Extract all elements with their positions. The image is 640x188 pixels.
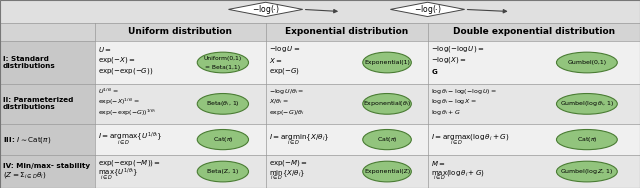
Text: $\exp(-M) =$: $\exp(-M) =$ [269,158,308,168]
Text: $I = \underset{i\in D}{\mathrm{argmin}}\{X/\theta_i\}$: $I = \underset{i\in D}{\mathrm{argmin}}\… [269,132,330,147]
Text: = Beta(1,1): = Beta(1,1) [205,64,241,70]
Text: $U^{1/\theta_i} =$: $U^{1/\theta_i} =$ [98,86,118,96]
Bar [0,124,640,155]
Ellipse shape [363,161,412,182]
Text: $I = \underset{i\in D}{\mathrm{argmax}}\{U^{1/\theta_i}\}$: $I = \underset{i\in D}{\mathrm{argmax}}\… [98,131,163,148]
Text: $\exp(-\exp(-G))$: $\exp(-\exp(-G))$ [98,66,153,76]
Text: $-\log U =$: $-\log U =$ [269,44,300,54]
Ellipse shape [197,161,248,182]
Text: Exponential($\theta_i$): Exponential($\theta_i$) [363,99,412,108]
Text: $\exp(-X)^{1/\theta_i} =$: $\exp(-X)^{1/\theta_i} =$ [98,97,140,107]
Ellipse shape [557,52,617,73]
Text: IV: Min/max- stability
$(Z = \Sigma_{i\in D}\theta_i)$: IV: Min/max- stability $(Z = \Sigma_{i\i… [3,163,90,180]
Text: $\exp(-G)/\theta_i$: $\exp(-G)/\theta_i$ [269,108,305,117]
Bar [0,84,95,124]
Bar [0,0,640,23]
Ellipse shape [363,93,412,114]
Text: Gumbel($\log\theta_i$, 1): Gumbel($\log\theta_i$, 1) [559,99,614,108]
Bar [0,155,95,188]
Text: Uniform(0,1): Uniform(0,1) [204,56,242,61]
Polygon shape [228,2,303,17]
Text: Beta($\theta_i$, 1): Beta($\theta_i$, 1) [206,99,240,108]
Text: $I = \underset{i\in D}{\mathrm{argmax}}(\log\theta_i + G)$: $I = \underset{i\in D}{\mathrm{argmax}}(… [431,132,509,147]
Text: $-\log U / \theta_i =$: $-\log U / \theta_i =$ [269,87,304,96]
Ellipse shape [363,52,412,73]
Text: $X =$: $X =$ [269,56,282,65]
Text: Exponential(1): Exponential(1) [364,60,410,65]
Ellipse shape [557,161,617,182]
Text: Cat($\pi$): Cat($\pi$) [212,135,233,144]
Text: Double exponential distribution: Double exponential distribution [452,27,615,36]
Text: $\log\theta_i - \log X =$: $\log\theta_i - \log X =$ [431,97,477,106]
Text: $-\log(\cdot)$: $-\log(\cdot)$ [413,3,442,16]
Text: $\underset{i\in D}{\min}\{X/\theta_i\}$: $\underset{i\in D}{\min}\{X/\theta_i\}$ [269,168,305,182]
Bar [0,84,640,124]
Ellipse shape [197,130,248,150]
Ellipse shape [363,130,412,150]
Text: $\exp(-X) =$: $\exp(-X) =$ [98,55,136,65]
Text: Beta(Z, 1): Beta(Z, 1) [207,169,239,174]
Ellipse shape [557,93,617,114]
Text: $U =$: $U =$ [98,45,111,54]
Polygon shape [390,2,465,17]
Ellipse shape [197,52,248,73]
Text: $\underset{i\in D}{\max}(\log\theta_i + G)$: $\underset{i\in D}{\max}(\log\theta_i + … [431,168,484,182]
Bar [0,41,95,84]
Text: $\exp(-\exp(-G))^{1/\theta_i}$: $\exp(-\exp(-G))^{1/\theta_i}$ [98,107,156,118]
Text: $X/\theta_i =$: $X/\theta_i =$ [269,97,289,106]
Text: II: Parameterized
distributions: II: Parameterized distributions [3,97,73,110]
Text: I: Standard
distributions: I: Standard distributions [3,56,55,69]
Ellipse shape [197,93,248,114]
Text: Uniform distribution: Uniform distribution [128,27,232,36]
Text: Exponential distribution: Exponential distribution [285,27,408,36]
Text: $\underset{i\in D}{\max}\{U^{1/\theta_i}\}$: $\underset{i\in D}{\max}\{U^{1/\theta_i}… [98,167,138,183]
Bar [0,124,95,155]
Text: $\mathbf{G}$: $\mathbf{G}$ [431,67,438,76]
Ellipse shape [557,130,617,150]
Text: III: $I \sim \mathrm{Cat}(\pi)$: III: $I \sim \mathrm{Cat}(\pi)$ [3,135,51,145]
Text: $-\log(-\log U) =$: $-\log(-\log U) =$ [431,44,484,54]
Text: Exponential(Z): Exponential(Z) [364,169,410,174]
Text: $-\log(X) =$: $-\log(X) =$ [431,55,466,65]
Text: Cat($\pi$): Cat($\pi$) [577,135,597,144]
Text: $\exp(-G)$: $\exp(-G)$ [269,66,300,76]
Text: $\log\theta_i - \log(-\log U) =$: $\log\theta_i - \log(-\log U) =$ [431,87,497,96]
Bar [0,41,640,84]
Text: Gumbel($\log Z$, 1): Gumbel($\log Z$, 1) [560,167,614,176]
Text: Cat($\pi$): Cat($\pi$) [377,135,397,144]
Text: $-\log(\cdot)$: $-\log(\cdot)$ [252,3,280,16]
Bar [0,23,640,41]
Text: $M =$: $M =$ [431,159,445,168]
Text: $\log\theta_i + G$: $\log\theta_i + G$ [431,108,461,117]
Text: Gumbel(0,1): Gumbel(0,1) [567,60,607,65]
Text: $\exp(-\exp(-M)) =$: $\exp(-\exp(-M)) =$ [98,158,161,168]
Bar [0,155,640,188]
